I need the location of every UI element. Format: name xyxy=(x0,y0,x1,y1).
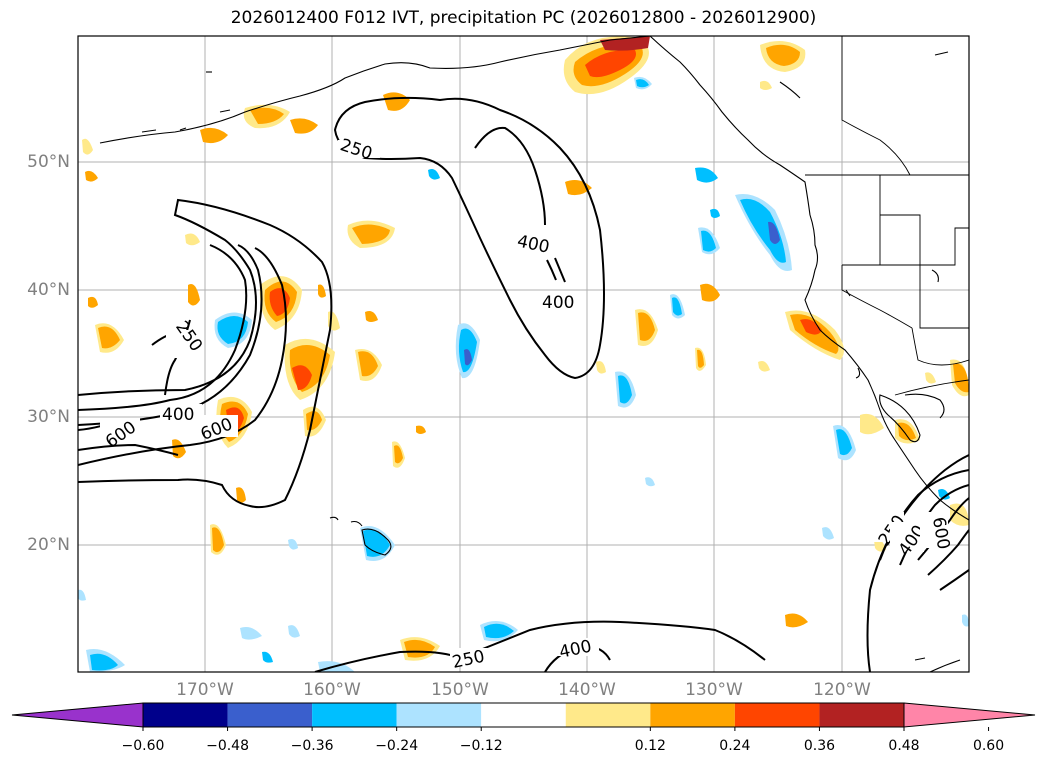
colorbar-segment xyxy=(481,703,566,727)
lon-label-160w: 160°W xyxy=(303,680,361,700)
colorbar-tick-label: −0.24 xyxy=(375,738,419,754)
map-title: 2026012400 F012 IVT, precipitation PC (2… xyxy=(230,8,817,28)
contour-label: 400 xyxy=(542,293,574,313)
colorbar-segment xyxy=(819,703,904,727)
lon-label-150w: 150°W xyxy=(431,680,489,700)
map-background xyxy=(78,36,969,672)
colorbar-tick-label: 0.24 xyxy=(719,738,751,754)
colorbar-extension-low xyxy=(11,702,144,728)
lat-label-30n: 30°N xyxy=(27,407,70,427)
colorbar-tick-label: 0.60 xyxy=(972,738,1005,754)
colorbar-tick-label: −0.36 xyxy=(290,738,334,754)
colorbar-tick-label: 0.12 xyxy=(634,738,666,754)
colorbar-extension-high xyxy=(903,702,1036,728)
colorbar-tick-label: 0.36 xyxy=(803,738,836,754)
colorbar-segment xyxy=(650,703,735,727)
map-frame xyxy=(77,35,970,673)
colorbar-tick-label: −0.48 xyxy=(206,738,249,754)
lat-label-40n: 40°N xyxy=(27,280,70,300)
colorbar-tick-label: 0.48 xyxy=(888,738,920,754)
colorbar-tick-label: −0.12 xyxy=(459,738,503,754)
colorbar-frame xyxy=(142,702,905,728)
map-plot[interactable]: 250 400 400 250 400 600 600 250 400 250 … xyxy=(0,0,1047,700)
lon-label-130w: 130°W xyxy=(685,680,743,700)
colorbar-tick-label: −0.60 xyxy=(121,738,165,754)
coastlines xyxy=(99,36,969,672)
contour-label: 400 xyxy=(162,405,194,425)
lon-label-170w: 170°W xyxy=(176,680,234,700)
lon-label-120w: 120°W xyxy=(813,680,871,700)
lat-label-50n: 50°N xyxy=(27,152,70,172)
colorbar-segment xyxy=(143,703,228,727)
lat-label-20n: 20°N xyxy=(27,535,70,555)
lon-label-140w: 140°W xyxy=(558,680,616,700)
colorbar-segment xyxy=(396,703,482,727)
political-borders xyxy=(805,36,969,396)
colorbar-segment xyxy=(565,703,651,727)
colorbar-segment xyxy=(734,703,820,727)
colorbar-segment xyxy=(227,703,313,727)
colorbar-segment xyxy=(312,703,397,727)
